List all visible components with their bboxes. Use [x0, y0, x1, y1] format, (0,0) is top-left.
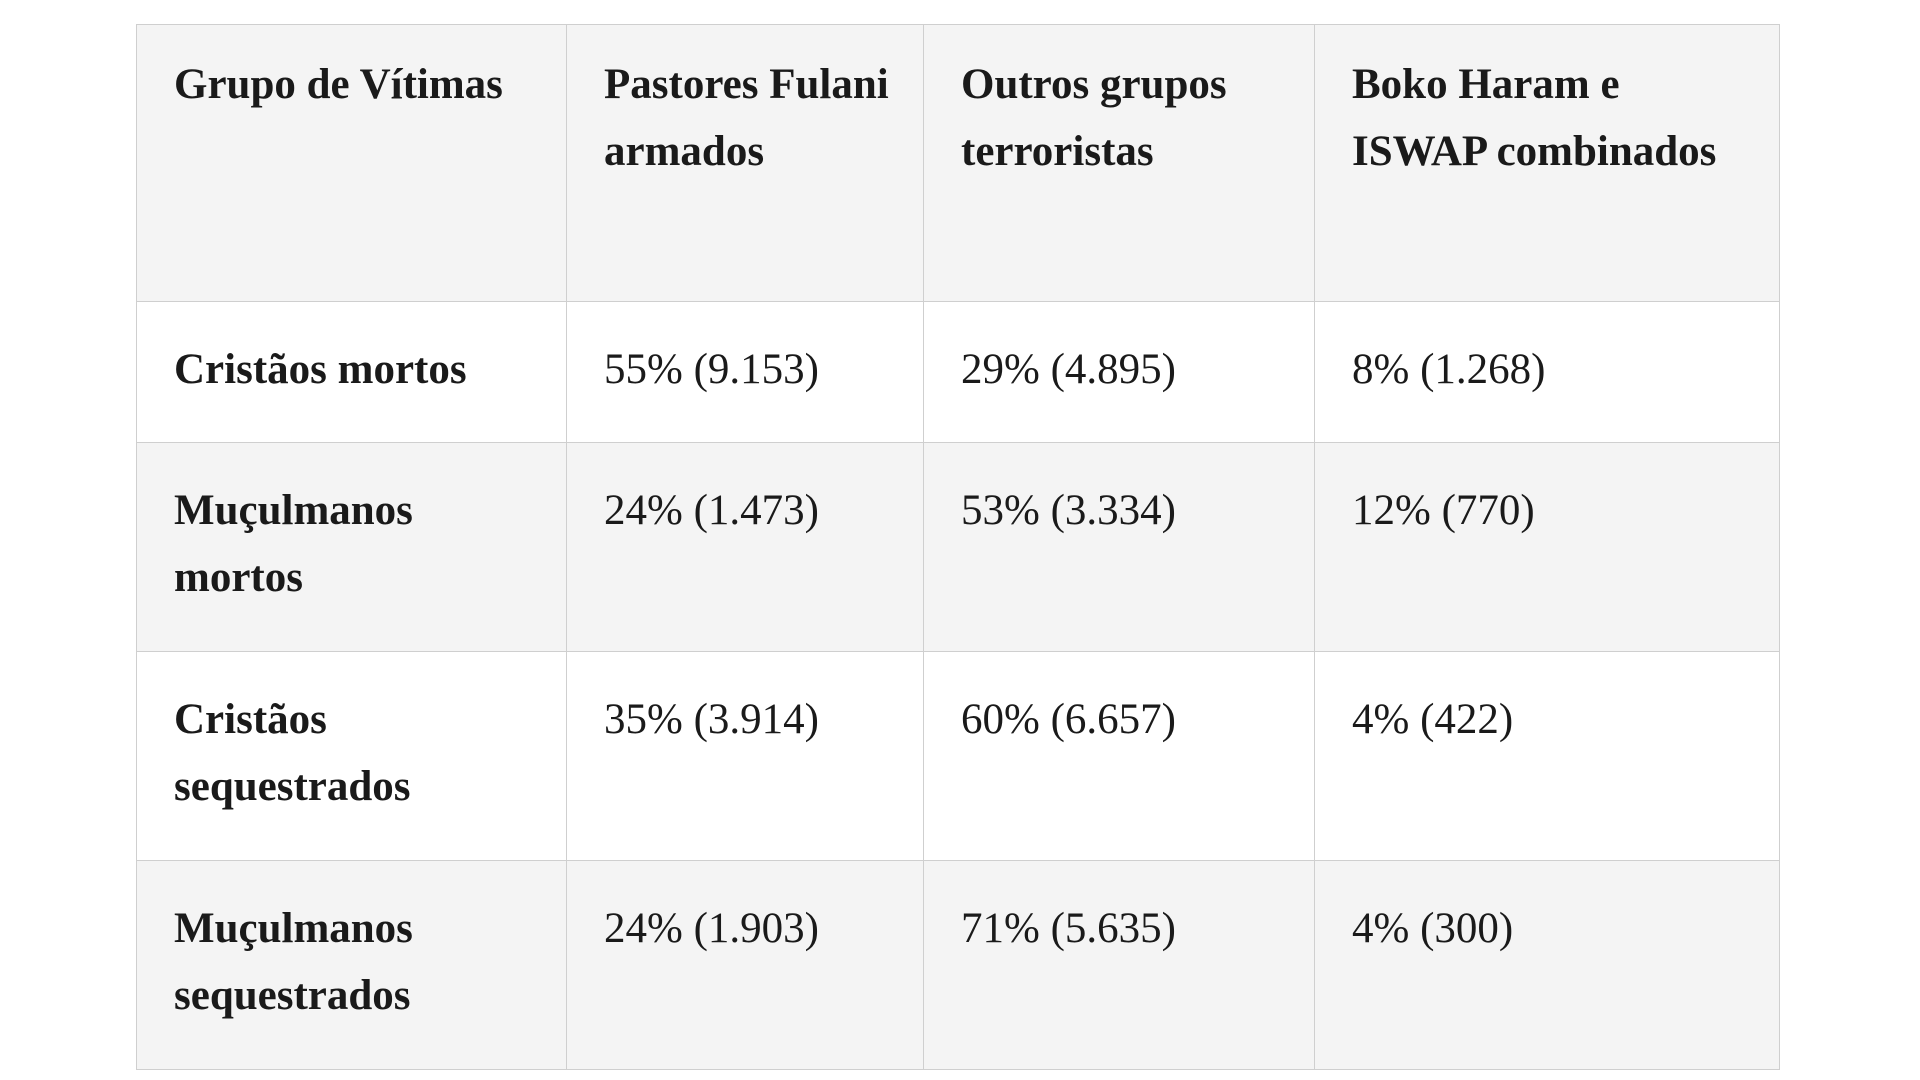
row-label: Muçulmanos mortos: [136, 442, 567, 652]
table-cell: 4% (422): [1314, 651, 1780, 861]
table-row: Cristãos mortos 55% (9.153) 29% (4.895) …: [136, 301, 1780, 443]
table-row: Muçulmanos mortos 24% (1.473) 53% (3.334…: [136, 442, 1780, 652]
row-label: Cristãos sequestrados: [136, 651, 567, 861]
table-cell: 35% (3.914): [566, 651, 924, 861]
row-label: Cristãos mortos: [136, 301, 567, 443]
table-cell: 12% (770): [1314, 442, 1780, 652]
table-cell: 53% (3.334): [923, 442, 1315, 652]
table-cell: 71% (5.635): [923, 860, 1315, 1070]
table-cell: 60% (6.657): [923, 651, 1315, 861]
table-row: Cristãos sequestrados 35% (3.914) 60% (6…: [136, 651, 1780, 861]
header-fulani-herders: Pastores Fulani armados: [566, 24, 924, 302]
table-row: Muçulmanos sequestrados 24% (1.903) 71% …: [136, 860, 1780, 1070]
row-label: Muçulmanos sequestrados: [136, 860, 567, 1070]
table-cell: 24% (1.473): [566, 442, 924, 652]
header-boko-haram-iswap: Boko Haram e ISWAP combinados: [1314, 24, 1780, 302]
table-cell: 8% (1.268): [1314, 301, 1780, 443]
table-cell: 4% (300): [1314, 860, 1780, 1070]
table-cell: 24% (1.903): [566, 860, 924, 1070]
table-header-row: Grupo de Vítimas Pastores Fulani armados…: [136, 24, 1780, 302]
victims-table: Grupo de Vítimas Pastores Fulani armados…: [136, 24, 1780, 1070]
header-other-terrorist-groups: Outros grupos terroristas: [923, 24, 1315, 302]
header-victim-group: Grupo de Vítimas: [136, 24, 567, 302]
table-cell: 55% (9.153): [566, 301, 924, 443]
table-cell: 29% (4.895): [923, 301, 1315, 443]
